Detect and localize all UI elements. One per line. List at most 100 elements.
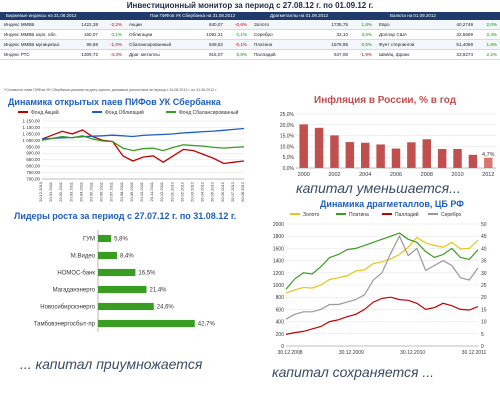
- category-label: Магаданэнерго: [53, 288, 96, 294]
- x-tick-label: 2006: [390, 172, 402, 178]
- legend-label: Фонд Сбалансированный: [179, 109, 239, 116]
- y-tick-label: 25,0%: [280, 112, 295, 118]
- x-tick-label: 20.03.2012: [190, 181, 195, 202]
- x-tick-label: 20.07.2012: [230, 181, 235, 202]
- data-label: 21,4%: [150, 288, 168, 294]
- y2-tick-label: 25: [481, 283, 487, 289]
- y2-tick-label: 20: [481, 295, 487, 301]
- table-header: Биржевые индексы на 31.08.2012 Паи ПИФов…: [0, 12, 500, 20]
- y2-tick-label: 50: [481, 222, 487, 228]
- bar: [453, 148, 462, 168]
- y2-tick-label: 5: [481, 332, 484, 338]
- y-tick-label: 1 050,00: [22, 131, 40, 136]
- table-cell-name: Доллар США: [379, 32, 407, 37]
- table-cell-change: 2,2%: [486, 52, 497, 57]
- x-tick-label: 20.01.2011: [48, 181, 53, 201]
- y-tick-label: 5,0%: [283, 155, 295, 161]
- y2-tick-label: 15: [481, 307, 487, 313]
- leaders-chart-title: Лидеры роста за период с 27.07.12 г. по …: [14, 211, 237, 221]
- x-tick-label: 2002: [328, 172, 340, 178]
- table-cell-value: 40,2749: [456, 22, 473, 27]
- table-cell-change: -0,6%: [234, 22, 247, 27]
- legend-label: Фонд Акций: [31, 109, 59, 116]
- table-cell-change: 1,8%: [361, 22, 372, 27]
- series-line: [285, 236, 479, 294]
- table-cell-name: Золото: [254, 22, 270, 27]
- series-line: [285, 232, 479, 290]
- bar: [407, 142, 416, 168]
- y-tick-label: 0: [281, 344, 284, 350]
- data-label: 16,5%: [138, 271, 156, 277]
- header-metals: Драгметаллы на 01.09.2012: [270, 13, 329, 18]
- table-cell-value: 1309,72: [81, 52, 98, 57]
- data-label: 8,4%: [120, 254, 134, 260]
- x-tick-label: 20.08.2011: [119, 181, 124, 201]
- y-tick-label: 900,00: [26, 151, 40, 156]
- x-tick-label: 20.05.2012: [210, 181, 215, 202]
- x-tick-label: 2012: [482, 172, 494, 178]
- x-tick-label: 2004: [359, 172, 371, 178]
- table-cell-name: Индекс ММВБ корп. обл.: [4, 32, 57, 37]
- table-cell-name: Платина: [254, 42, 273, 47]
- table-cell-change: 1,9%: [486, 42, 497, 47]
- y-tick-label: 20,0%: [280, 123, 295, 129]
- y-tick-label: 200: [276, 332, 285, 338]
- x-tick-label: 20.11.2011: [149, 181, 154, 201]
- y-tick-label: 700,00: [26, 177, 40, 182]
- x-tick-label: 2010: [451, 172, 463, 178]
- table-cell-name: Драг. металлы: [129, 52, 160, 57]
- table-cell-name: Индекс ММВБ: [4, 22, 35, 27]
- y2-tick-label: 40: [481, 246, 487, 252]
- table-cell-change: 0,1%: [236, 32, 247, 37]
- y2-tick-label: 0: [481, 344, 484, 350]
- x-tick-label: 20.06.2011: [99, 181, 104, 201]
- table-cell-change: 3,5%: [361, 32, 372, 37]
- table-cell-value: 51,4069: [456, 42, 473, 47]
- x-tick-label: 20.01.2012: [169, 181, 174, 202]
- y-tick-label: 400: [276, 320, 285, 326]
- y-tick-label: 600: [276, 307, 285, 313]
- x-tick-label: 20.07.2011: [109, 181, 114, 201]
- series-line: [41, 129, 245, 165]
- x-tick-label: 20.02.2012: [179, 181, 184, 202]
- x-tick-label: 20.05.2011: [89, 181, 94, 201]
- category-label: Новосибирскэнерго: [40, 305, 95, 311]
- table-cell-value: 840,07: [208, 22, 223, 27]
- x-tick-label: 30.12.2008: [277, 350, 302, 356]
- x-tick-label: 30.12.2011: [462, 350, 487, 356]
- y2-tick-label: 10: [481, 320, 487, 326]
- category-label: М.Видео: [71, 254, 96, 260]
- table-cell-name: Индекс РТС: [4, 52, 30, 57]
- page-title: Инвестиционный монитор за период с 27.08…: [126, 1, 374, 10]
- x-tick-label: 20.03.2011: [68, 181, 73, 201]
- table-row: Индекс ММВБ 1422,38 -2,2% Акции 840,07 -0,6% З…: [0, 20, 500, 30]
- table-cell-change: -1,9%: [359, 52, 372, 57]
- bar: [330, 135, 339, 168]
- y-tick-label: 1000: [273, 283, 284, 289]
- y-tick-label: 800: [276, 295, 285, 301]
- bar: [98, 268, 136, 277]
- y-tick-label: 800,00: [26, 164, 40, 169]
- table-cell-change: -1,0%: [109, 42, 122, 47]
- y-tick-label: 15,0%: [280, 134, 295, 140]
- table-cell-value: 33,9274: [456, 52, 473, 57]
- x-tick-label: 2008: [421, 172, 433, 178]
- table-cell-value: 915,07: [208, 52, 223, 57]
- y-tick-label: 2000: [273, 222, 284, 228]
- table-cell-name: Палладий: [254, 52, 276, 57]
- bar: [299, 124, 308, 168]
- x-tick-label: 20.02.2011: [58, 181, 63, 201]
- table-cell-name: Индекс ММВБ муниципал.: [4, 42, 61, 47]
- x-tick-label: 20.06.2012: [220, 181, 225, 202]
- table-cell-value: 160,07: [83, 32, 98, 37]
- x-tick-label: 20.04.2011: [78, 181, 83, 201]
- bar: [345, 142, 355, 168]
- table-cell-name: Швейц. франк: [379, 52, 410, 57]
- market-table: Индекс ММВБ 1422,38 -2,2% Акции 840,07 -0,6% З…: [0, 20, 500, 60]
- legend-label: Серебро: [441, 212, 462, 218]
- table-cell-change: -0,1%: [234, 42, 247, 47]
- table-cell-value: 1422,38: [81, 22, 98, 27]
- header-indices: Биржевые индексы на 31.08.2012: [6, 13, 77, 18]
- bar: [98, 319, 195, 328]
- table-cell-name: Сбалансированный: [129, 42, 172, 47]
